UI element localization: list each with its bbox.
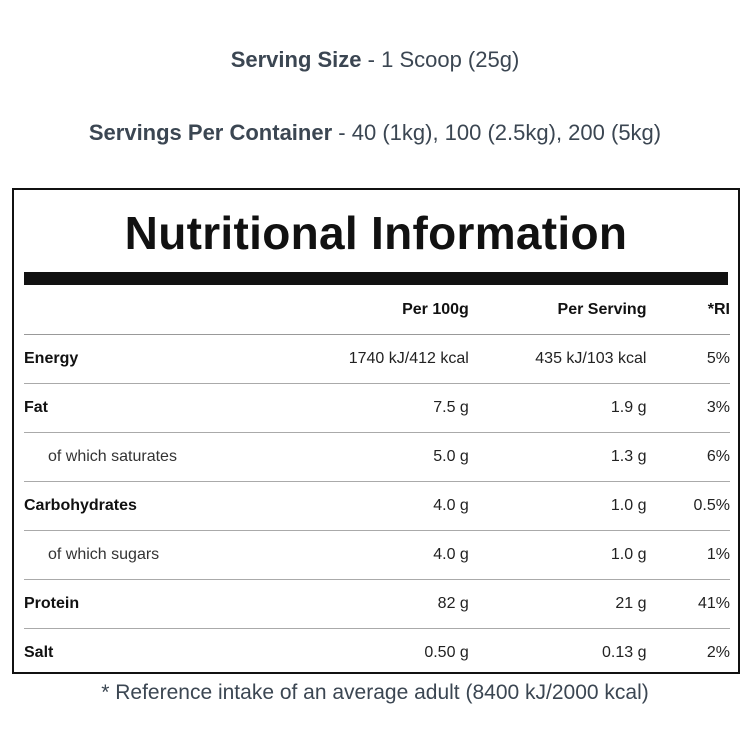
value-per-serving: 1.0 g [468, 481, 647, 531]
panel-title: Nutritional Information [124, 207, 628, 259]
value-per-serving: 0.13 g [601, 644, 647, 661]
table-row: Salt 0.50 g 0.13 g 2% [24, 629, 730, 678]
value-ri: 0.5% [646, 481, 730, 531]
servings-per-container-line: Servings Per Container - 40 (1kg), 100 (… [0, 120, 750, 146]
nutrient-name: Protein [24, 579, 262, 629]
serving-size-separator: - [361, 47, 382, 72]
nutrient-name: Carbohydrates [24, 481, 262, 531]
serving-size-label: Serving Size [230, 47, 362, 72]
value-per-100g: 7.5 g [261, 383, 469, 433]
value-ri: 6% [646, 432, 730, 482]
nutrition-panel: Nutritional Information Per 100g Per Ser… [12, 188, 740, 674]
table-row: Energy 1740 kJ/412 kcal 435 kJ/103 kcal 5% [24, 334, 730, 384]
value-ri: 1% [646, 530, 730, 580]
column-header-per-100g: Per 100g [261, 286, 469, 335]
thick-divider [24, 272, 728, 285]
table-row: Fat 7.5 g 1.9 g 3% [24, 383, 730, 433]
servings-per-container-value: 40 (1kg), 100 (2.5kg), 200 (5kg) [351, 120, 662, 145]
value-per-100g: 4.0 g [261, 530, 469, 580]
table-header-row: Per 100g Per Serving *RI [24, 286, 730, 335]
nutrient-name: of which saturates [24, 432, 262, 482]
nutrient-name: Salt [24, 644, 54, 661]
value-per-100g: 0.50 g [424, 644, 469, 661]
value-per-100g: 5.0 g [261, 432, 469, 482]
nutrient-name: of which sugars [24, 530, 262, 580]
value-per-serving: 1.0 g [468, 530, 647, 580]
column-header-ri: *RI [646, 286, 730, 335]
nutrient-name: Energy [24, 334, 262, 384]
serving-size-value: 1 Scoop (25g) [381, 47, 520, 72]
table-row: of which sugars 4.0 g 1.0 g 1% [24, 530, 730, 580]
value-per-serving: 435 kJ/103 kcal [468, 334, 647, 384]
value-ri: 41% [646, 579, 730, 629]
servings-per-container-separator: - [332, 120, 352, 145]
value-per-100g: 82 g [261, 579, 469, 629]
table-body: Energy 1740 kJ/412 kcal 435 kJ/103 kcal 5% F… [24, 334, 730, 678]
serving-size-line: Serving Size - 1 Scoop (25g) [0, 47, 750, 73]
value-per-serving: 1.9 g [468, 383, 647, 433]
value-per-serving: 1.3 g [468, 432, 647, 482]
value-per-serving: 21 g [468, 579, 647, 629]
nutrient-name: Fat [24, 383, 262, 433]
nutrition-table: Per 100g Per Serving *RI Energy 1740 kJ/4… [24, 286, 730, 677]
value-ri: 5% [646, 334, 730, 384]
footnote: * Reference intake of an average adult (… [101, 681, 649, 704]
table-row: of which saturates 5.0 g 1.3 g 6% [24, 432, 730, 482]
table-row: Protein 82 g 21 g 41% [24, 579, 730, 629]
column-header-per-serving: Per Serving [468, 286, 647, 335]
value-ri: 2% [706, 644, 730, 661]
servings-per-container-label: Servings Per Container [88, 120, 333, 145]
value-ri: 3% [646, 383, 730, 433]
table-row: Carbohydrates 4.0 g 1.0 g 0.5% [24, 481, 730, 531]
value-per-100g: 1740 kJ/412 kcal [261, 334, 469, 384]
column-header-nutrient [24, 286, 262, 335]
value-per-100g: 4.0 g [261, 481, 469, 531]
